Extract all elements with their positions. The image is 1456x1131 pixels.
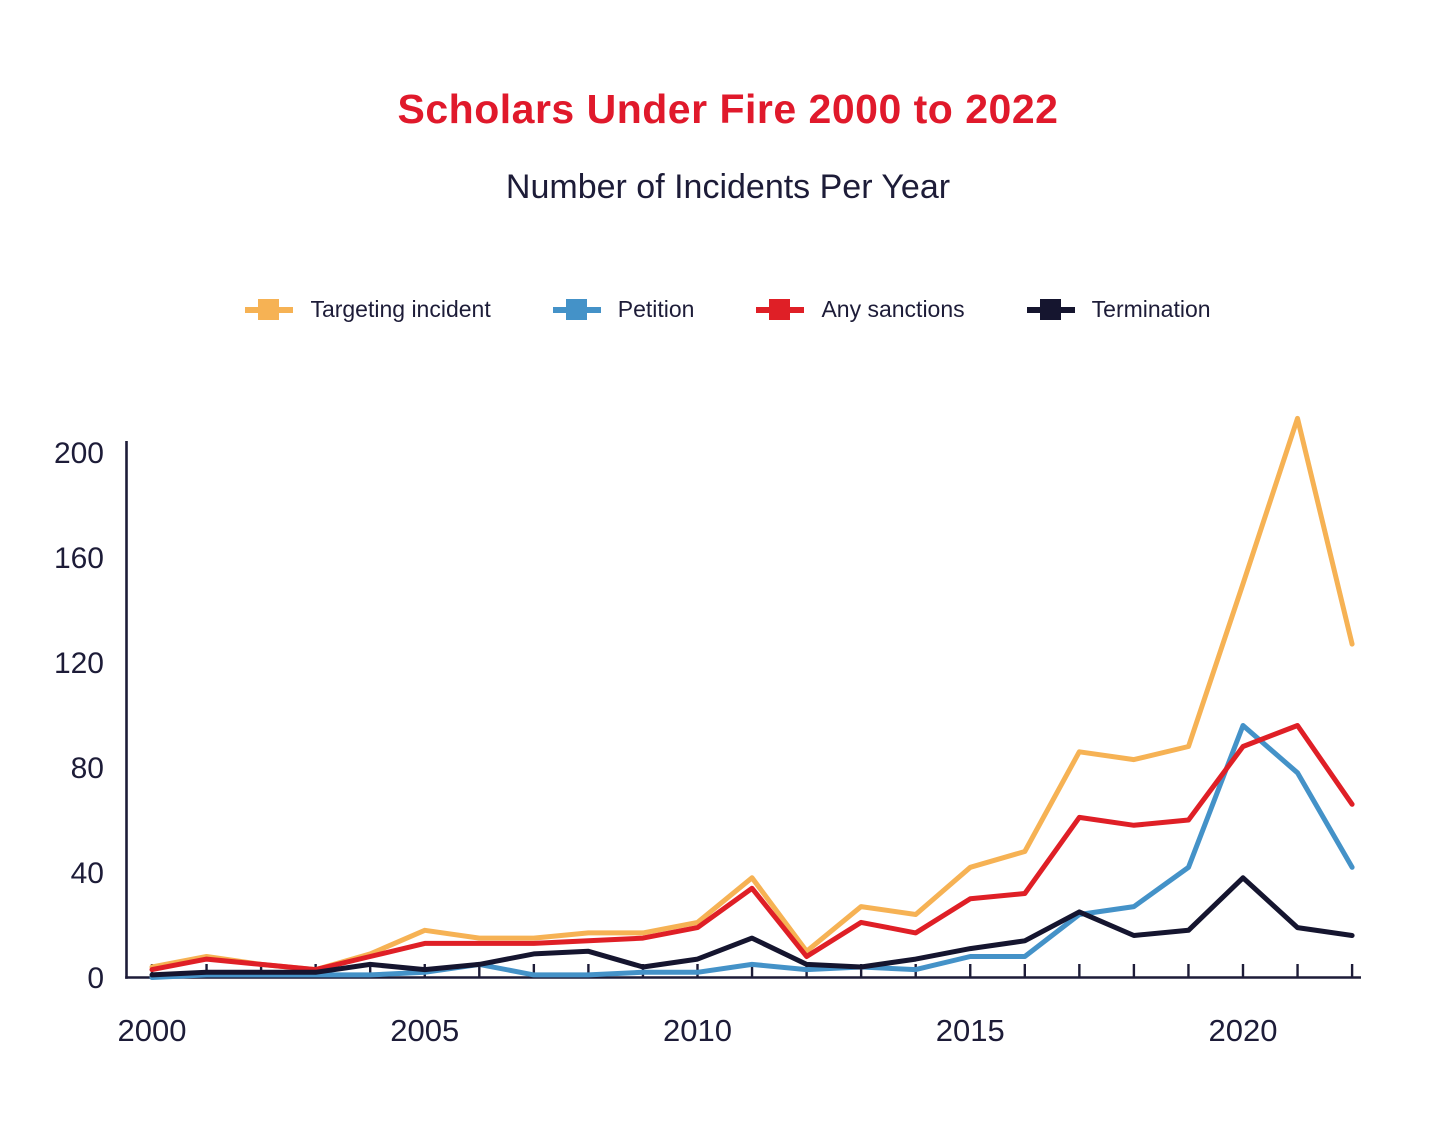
- chart-title: Scholars Under Fire 2000 to 2022: [397, 86, 1059, 132]
- x-tick-label: 2005: [390, 1013, 459, 1048]
- legend-marker-icon: [245, 298, 294, 321]
- legend-marker-icon: [552, 298, 601, 321]
- chart-subtitle: Number of Incidents Per Year: [505, 168, 951, 206]
- legend-label: Any sanctions: [821, 296, 965, 322]
- legend-marker-square: [1039, 298, 1061, 320]
- legend-label: Petition: [617, 296, 695, 322]
- legend-label: Targeting incident: [310, 296, 491, 322]
- series-line-any-sanctions: [149, 723, 1355, 973]
- legend-marker-icon: [1026, 298, 1075, 321]
- legend-marker-square: [565, 298, 587, 320]
- x-tick-label: 2010: [663, 1013, 732, 1048]
- x-tick-label: 2015: [936, 1013, 1005, 1048]
- series-line-termination: [149, 875, 1355, 978]
- y-tick-label: 40: [71, 857, 104, 890]
- x-tick-label: 2000: [118, 1013, 187, 1048]
- legend-item-targeting-incident: Targeting incident: [245, 296, 491, 323]
- x-tick-label: 2020: [1209, 1013, 1278, 1048]
- y-tick-label: 120: [54, 647, 104, 680]
- legend-item-petition: Petition: [552, 296, 695, 323]
- y-tick-label: 0: [87, 962, 104, 995]
- legend-item-termination: Termination: [1026, 296, 1211, 323]
- y-tick-label: 80: [71, 752, 104, 785]
- legend-marker-icon: [756, 298, 805, 321]
- chart-legend: Targeting incident Petition Any sanctions T…: [0, 296, 1456, 323]
- legend-label: Termination: [1091, 296, 1211, 322]
- legend-marker-square: [769, 298, 791, 320]
- y-tick-label: 200: [54, 437, 104, 470]
- legend-item-any-sanctions: Any sanctions: [756, 296, 965, 323]
- series-line-petition: [149, 723, 1355, 980]
- legend-marker-square: [258, 298, 280, 320]
- y-tick-label: 160: [54, 542, 104, 575]
